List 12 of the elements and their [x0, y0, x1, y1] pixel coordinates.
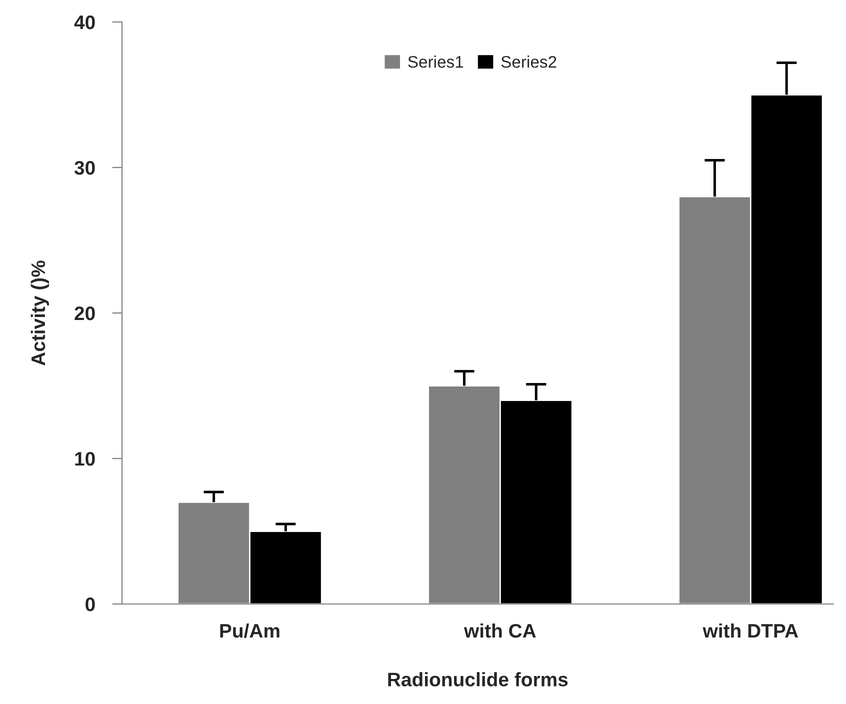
y-tick-label: 0 — [86, 597, 95, 612]
y-tick-label: 20 — [74, 306, 95, 320]
legend-label: Series1 — [408, 56, 464, 68]
y-axis-title: Activity ()% — [30, 260, 49, 366]
x-tick-label: with DTPA — [702, 623, 798, 638]
y-tick-label: 30 — [74, 160, 95, 175]
x-axis-title: Radionuclide forms — [388, 672, 568, 686]
x-tick-label: Pu/Am — [220, 623, 280, 638]
x-tick-label: with CA — [464, 623, 536, 638]
y-tick-label: 40 — [74, 15, 95, 30]
y-tick-label: 10 — [75, 452, 95, 466]
legend-label: Series2 — [501, 56, 556, 68]
